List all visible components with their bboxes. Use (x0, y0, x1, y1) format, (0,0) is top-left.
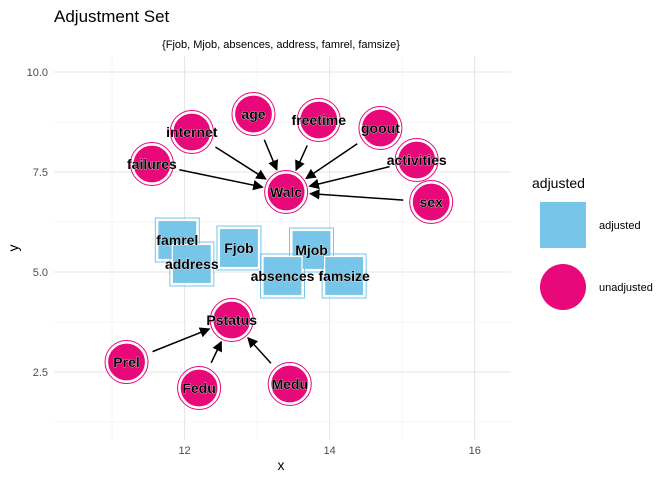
node-label-prel: Prel (113, 354, 139, 370)
node-mjob-outline (289, 227, 335, 273)
node-activities (397, 140, 437, 180)
node-medu-outline (267, 362, 312, 406)
legend-unadjusted-label: unadjusted (599, 282, 653, 294)
node-fedu-outline (177, 366, 222, 410)
label-layer: Walc internet age freetime goout failures acti… (113, 106, 447, 397)
node-famsize (324, 255, 365, 297)
node-medu (270, 364, 310, 404)
edge-age-walc (263, 139, 279, 171)
node-fjob (218, 227, 260, 269)
node-internet-outline (169, 110, 214, 154)
legend-title: adjusted (532, 175, 585, 191)
edge-fedu-pstatus (210, 340, 223, 364)
node-address-outline (169, 241, 215, 287)
legend-unadjusted-swatch (540, 264, 586, 310)
edge-activities-walc (308, 165, 390, 190)
y-axis-title: y (5, 245, 21, 252)
node-label-goout: goout (361, 120, 400, 136)
edge-internet-walc (215, 146, 267, 180)
node-age (233, 94, 274, 134)
node-label-famrel: famrel (156, 232, 198, 248)
node-label-famsize: famsize (318, 268, 370, 284)
node-pstatus-outline (209, 298, 254, 342)
x-tick-label: 12 (178, 445, 190, 457)
node-failures (132, 144, 172, 184)
node-label-fedu: Fedu (182, 380, 215, 396)
node-label-failures: failures (127, 156, 177, 172)
x-axis-title: x (278, 457, 285, 473)
y-tick-label: 5.0 (33, 267, 48, 279)
node-label-absences: absences (251, 268, 315, 284)
node-prel (106, 342, 147, 382)
legend-adjusted-swatch (540, 202, 586, 248)
node-label-address: address (165, 256, 219, 272)
y-tick-label: 2.5 (33, 367, 48, 379)
node-label-age: age (241, 106, 265, 122)
node-famsize-outline (321, 253, 367, 299)
axis-ticks: 12 14 16 2.5 5.0 7.5 10.0 (27, 67, 481, 457)
node-prel-outline (104, 340, 149, 384)
node-walc-outline (264, 170, 309, 214)
node-label-activities: activities (387, 152, 447, 168)
node-label-sex: sex (420, 194, 444, 210)
edge-prel-pstatus (152, 327, 211, 353)
edge-goout-walc (305, 143, 358, 180)
legend: adjusted adjusted unadjusted (532, 175, 653, 310)
node-layer (104, 92, 454, 410)
edge-layer (152, 139, 404, 364)
node-freetime-outline (296, 98, 341, 142)
node-internet (172, 112, 212, 152)
node-pstatus (212, 300, 252, 340)
node-label-fjob: Fjob (224, 240, 254, 256)
legend-adjusted-label: adjusted (599, 220, 641, 232)
node-walc (266, 172, 306, 212)
x-tick-label: 16 (469, 445, 481, 457)
chart-subtitle: {Fjob, Mjob, absences, address, famrel, … (162, 39, 400, 51)
node-goout (360, 108, 401, 148)
node-address (171, 243, 212, 285)
node-label-pstatus: Pstatus (206, 312, 257, 328)
node-absences-outline (260, 253, 305, 299)
node-label-internet: internet (166, 124, 218, 140)
edge-failures-walc (179, 168, 264, 191)
y-tick-label: 7.5 (33, 167, 48, 179)
node-failures-outline (129, 142, 174, 186)
node-fedu (179, 368, 219, 408)
node-sex-outline (409, 180, 454, 224)
edge-sex-walc (309, 189, 404, 201)
y-tick-label: 10.0 (27, 67, 48, 79)
node-absences (262, 255, 303, 297)
node-freetime (299, 100, 339, 140)
node-activities-outline (394, 138, 439, 182)
edge-medu-pstatus (247, 337, 272, 364)
chart-title: Adjustment Set (54, 7, 170, 26)
node-goout-outline (358, 106, 403, 150)
node-label-walc: Walc (270, 184, 302, 200)
x-tick-label: 14 (324, 445, 336, 457)
edge-freetime-walc (295, 145, 308, 172)
node-sex (411, 182, 451, 222)
node-age-outline (231, 92, 276, 136)
node-label-freetime: freetime (292, 112, 347, 128)
node-fjob-outline (216, 225, 262, 271)
node-label-medu: Medu (271, 376, 308, 392)
node-label-mjob: Mjob (295, 242, 328, 258)
